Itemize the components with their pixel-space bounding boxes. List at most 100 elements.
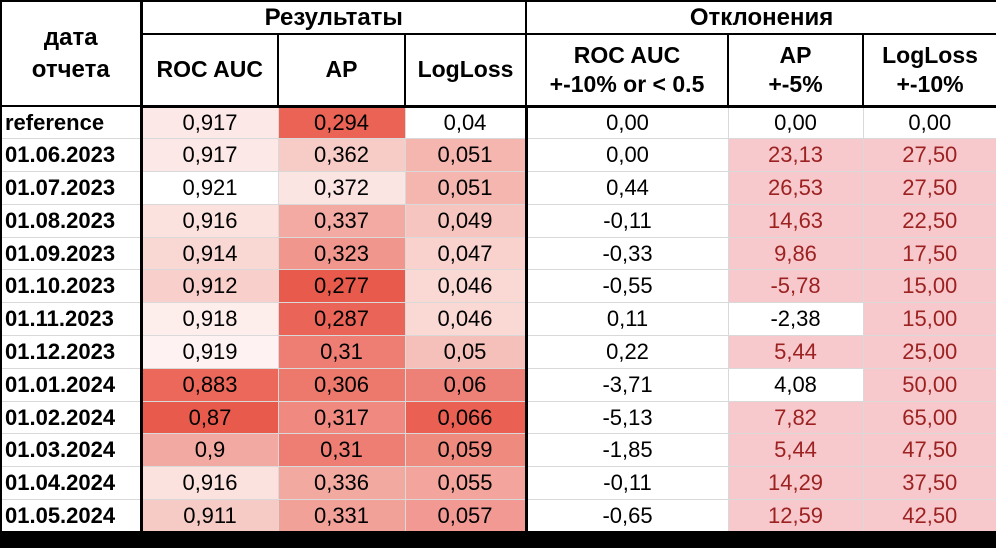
- logloss-deviation-cell[interactable]: 47,50: [862, 433, 996, 468]
- date-cell[interactable]: 01.10.2023: [0, 269, 143, 304]
- roc-auc-cell[interactable]: 0,87: [140, 400, 279, 435]
- roc-auc-deviation-cell[interactable]: 0,22: [525, 335, 729, 369]
- roc-auc-cell[interactable]: 0,9: [140, 433, 279, 468]
- ap-deviation-cell[interactable]: 4,08: [727, 367, 864, 402]
- col-header-logloss-deviation[interactable]: LogLoss +-10%: [862, 33, 996, 108]
- logloss-deviation-cell[interactable]: 27,50: [862, 138, 996, 173]
- results-group-header[interactable]: Результаты: [139, 0, 528, 35]
- deviations-group-header[interactable]: Отклонения: [525, 0, 996, 35]
- roc-auc-deviation-cell[interactable]: -0,55: [525, 269, 729, 304]
- date-cell[interactable]: 01.06.2023: [0, 138, 143, 173]
- roc-auc-cell[interactable]: 0,912: [140, 269, 279, 304]
- ap-cell[interactable]: 0,331: [277, 499, 406, 533]
- ap-deviation-cell[interactable]: 26,53: [727, 171, 864, 205]
- logloss-deviation-cell[interactable]: 50,00: [862, 367, 996, 402]
- roc-auc-deviation-cell[interactable]: -1,85: [525, 433, 729, 468]
- col-header-roc-auc[interactable]: ROC AUC: [140, 33, 279, 108]
- col-header-ap-deviation[interactable]: AP +-5%: [727, 33, 865, 108]
- logloss-deviation-cell[interactable]: 37,50: [862, 466, 996, 501]
- logloss-cell[interactable]: 0,05: [404, 335, 528, 369]
- ap-deviation-cell[interactable]: 12,59: [727, 499, 864, 533]
- roc-auc-deviation-cell[interactable]: 0,00: [525, 105, 729, 140]
- ap-cell[interactable]: 0,337: [277, 203, 406, 238]
- ap-deviation-cell[interactable]: 9,86: [727, 236, 864, 271]
- logloss-cell[interactable]: 0,066: [404, 400, 528, 435]
- logloss-cell[interactable]: 0,046: [404, 302, 528, 337]
- date-cell[interactable]: 01.02.2024: [0, 400, 143, 435]
- date-cell[interactable]: 01.03.2024: [0, 433, 143, 468]
- logloss-cell[interactable]: 0,051: [404, 171, 528, 205]
- date-cell[interactable]: 01.07.2023: [0, 171, 143, 205]
- date-cell[interactable]: 01.05.2024: [0, 499, 143, 533]
- logloss-cell[interactable]: 0,04: [404, 105, 528, 140]
- roc-auc-deviation-cell[interactable]: -0,11: [525, 203, 729, 238]
- logloss-deviation-cell[interactable]: 15,00: [862, 302, 996, 337]
- logloss-deviation-cell[interactable]: 15,00: [862, 269, 996, 304]
- ap-cell[interactable]: 0,362: [277, 138, 406, 173]
- ap-cell[interactable]: 0,336: [277, 466, 406, 501]
- date-cell[interactable]: reference: [0, 105, 143, 140]
- ap-cell[interactable]: 0,294: [277, 105, 406, 140]
- roc-auc-cell[interactable]: 0,918: [140, 302, 279, 337]
- roc-auc-cell[interactable]: 0,919: [140, 335, 279, 369]
- ap-cell[interactable]: 0,372: [277, 171, 406, 205]
- ap-deviation-cell[interactable]: -5,78: [727, 269, 864, 304]
- ap-cell[interactable]: 0,323: [277, 236, 406, 271]
- ap-cell[interactable]: 0,317: [277, 400, 406, 435]
- date-cell[interactable]: 01.11.2023: [0, 302, 143, 337]
- roc-auc-deviation-cell[interactable]: -0,33: [525, 236, 729, 271]
- date-cell[interactable]: 01.01.2024: [0, 367, 143, 402]
- roc-auc-cell[interactable]: 0,917: [140, 138, 279, 173]
- roc-auc-cell[interactable]: 0,916: [140, 466, 279, 501]
- ap-deviation-cell[interactable]: 7,82: [727, 400, 864, 435]
- ap-cell[interactable]: 0,277: [277, 269, 406, 304]
- ap-deviation-cell[interactable]: -2,38: [727, 302, 864, 337]
- ap-deviation-cell[interactable]: 14,29: [727, 466, 864, 501]
- logloss-deviation-cell[interactable]: 17,50: [862, 236, 996, 271]
- logloss-deviation-cell[interactable]: 0,00: [862, 105, 996, 140]
- date-cell[interactable]: 01.12.2023: [0, 335, 143, 369]
- roc-auc-deviation-cell[interactable]: 0,44: [525, 171, 729, 205]
- logloss-deviation-cell[interactable]: 65,00: [862, 400, 996, 435]
- col-header-ap[interactable]: AP: [277, 33, 406, 108]
- roc-auc-deviation-cell[interactable]: -5,13: [525, 400, 729, 435]
- roc-auc-deviation-cell[interactable]: 0,00: [525, 138, 729, 173]
- roc-auc-cell[interactable]: 0,917: [140, 105, 279, 140]
- date-cell[interactable]: 01.08.2023: [0, 203, 143, 238]
- logloss-cell[interactable]: 0,059: [404, 433, 528, 468]
- roc-auc-cell[interactable]: 0,883: [140, 367, 279, 402]
- ap-deviation-cell[interactable]: 5,44: [727, 433, 864, 468]
- logloss-cell[interactable]: 0,047: [404, 236, 528, 271]
- ap-cell[interactable]: 0,31: [277, 335, 406, 369]
- logloss-cell[interactable]: 0,055: [404, 466, 528, 501]
- date-cell[interactable]: 01.09.2023: [0, 236, 143, 271]
- col-header-logloss[interactable]: LogLoss: [403, 33, 528, 108]
- logloss-cell[interactable]: 0,046: [404, 269, 528, 304]
- ap-cell[interactable]: 0,31: [277, 433, 406, 468]
- logloss-deviation-cell[interactable]: 42,50: [862, 499, 996, 533]
- logloss-deviation-cell[interactable]: 22,50: [862, 203, 996, 238]
- date-cell[interactable]: 01.04.2024: [0, 466, 143, 501]
- roc-auc-cell[interactable]: 0,916: [140, 203, 279, 238]
- col-header-roc-auc-deviation[interactable]: ROC AUC +-10% or < 0.5: [525, 33, 730, 108]
- ap-deviation-cell[interactable]: 14,63: [727, 203, 864, 238]
- ap-cell[interactable]: 0,287: [277, 302, 406, 337]
- roc-auc-deviation-cell[interactable]: -0,65: [525, 499, 729, 533]
- roc-auc-cell[interactable]: 0,921: [140, 171, 279, 205]
- logloss-deviation-cell[interactable]: 25,00: [862, 335, 996, 369]
- logloss-deviation-cell[interactable]: 27,50: [862, 171, 996, 205]
- roc-auc-cell[interactable]: 0,911: [140, 499, 279, 533]
- ap-cell[interactable]: 0,306: [277, 367, 406, 402]
- roc-auc-deviation-cell[interactable]: -3,71: [525, 367, 729, 402]
- ap-deviation-cell[interactable]: 23,13: [727, 138, 864, 173]
- logloss-cell[interactable]: 0,049: [404, 203, 528, 238]
- roc-auc-deviation-cell[interactable]: 0,11: [525, 302, 729, 337]
- logloss-cell[interactable]: 0,057: [404, 499, 528, 533]
- date-column-header[interactable]: дата отчета: [0, 0, 143, 107]
- logloss-cell[interactable]: 0,06: [404, 367, 528, 402]
- ap-deviation-cell[interactable]: 0,00: [727, 105, 864, 140]
- ap-deviation-cell[interactable]: 5,44: [727, 335, 864, 369]
- logloss-cell[interactable]: 0,051: [404, 138, 528, 173]
- roc-auc-cell[interactable]: 0,914: [140, 236, 279, 271]
- roc-auc-deviation-cell[interactable]: -0,11: [525, 466, 729, 501]
